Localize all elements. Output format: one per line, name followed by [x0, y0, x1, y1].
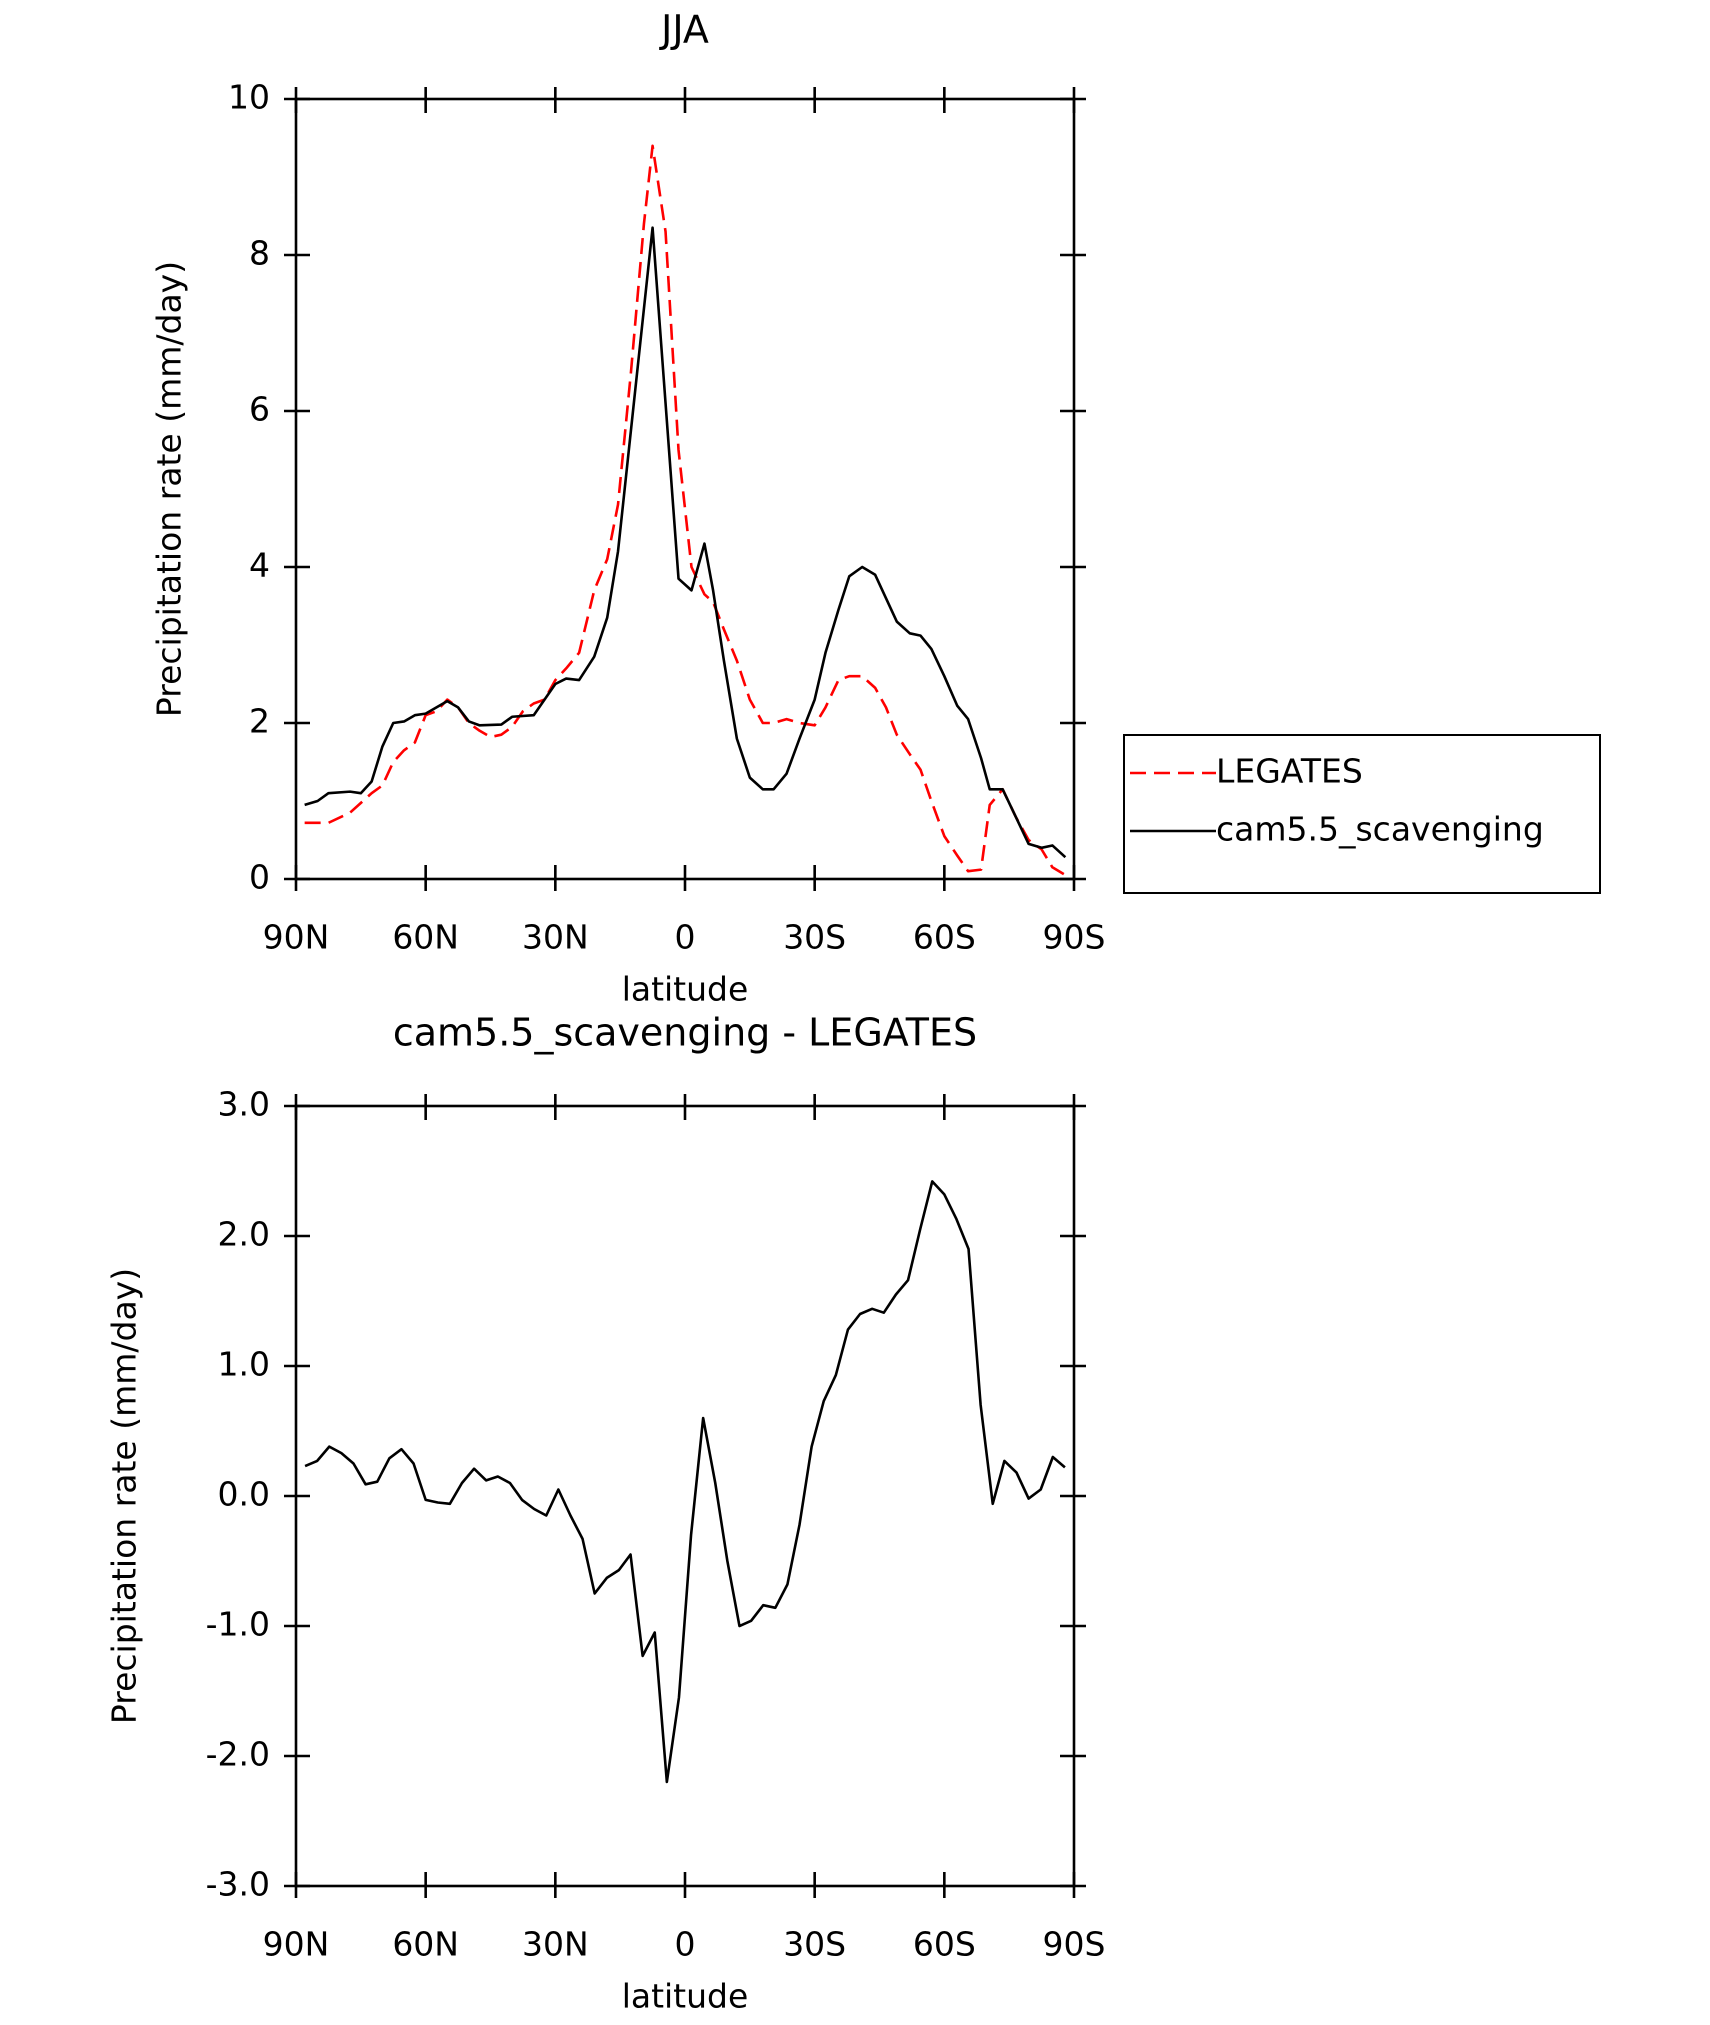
data-line — [304, 226, 1067, 859]
y-tick-label: 2.0 — [218, 1215, 270, 1254]
y-tick-label: 0.0 — [218, 1475, 270, 1514]
y-tick-label: 4 — [249, 546, 270, 585]
x-tick-label: 60S — [913, 1925, 976, 1964]
x-tick-label: 90S — [1043, 1925, 1106, 1964]
y-tick-label: 1.0 — [218, 1345, 270, 1384]
plot-frame — [294, 97, 1076, 881]
data-line — [304, 1180, 1066, 1784]
x-tick-label: 0 — [675, 1925, 696, 1964]
y-tick-label: 6 — [249, 390, 270, 429]
y-tick-label: 3.0 — [218, 1085, 270, 1124]
x-tick-label: 0 — [675, 918, 696, 957]
x-tick-label: 60N — [392, 918, 459, 957]
chart-title: JJA — [659, 8, 709, 52]
x-tick-label: 30S — [783, 1925, 846, 1964]
chart-title: cam5.5_scavenging - LEGATES — [393, 1011, 977, 1055]
y-tick-label: -2.0 — [206, 1735, 270, 1774]
y-tick-label: -3.0 — [206, 1865, 270, 1904]
x-tick-label: 30S — [783, 918, 846, 957]
y-tick-label: 8 — [249, 234, 270, 273]
legend-box — [1123, 734, 1601, 894]
y-axis-label: Precipitation rate (mm/day) — [150, 261, 189, 717]
y-axis-label: Precipitation rate (mm/day) — [105, 1268, 144, 1724]
y-tick-label: -1.0 — [206, 1605, 270, 1644]
x-tick-label: 90N — [263, 1925, 330, 1964]
x-axis-label: latitude — [622, 970, 749, 1009]
x-tick-label: 30N — [522, 918, 589, 957]
y-tick-label: 2 — [249, 702, 270, 741]
y-tick-label: 0 — [249, 858, 270, 897]
x-tick-label: 60S — [913, 918, 976, 957]
x-tick-label: 60N — [392, 1925, 459, 1964]
y-tick-label: 10 — [228, 78, 270, 117]
legend-label: cam5.5_scavenging — [1216, 810, 1544, 849]
x-tick-label: 90N — [263, 918, 330, 957]
legend-label: LEGATES — [1216, 752, 1363, 791]
data-line — [304, 144, 1067, 877]
x-axis-label: latitude — [622, 1977, 749, 2016]
x-tick-label: 30N — [522, 1925, 589, 1964]
x-tick-label: 90S — [1043, 918, 1106, 957]
